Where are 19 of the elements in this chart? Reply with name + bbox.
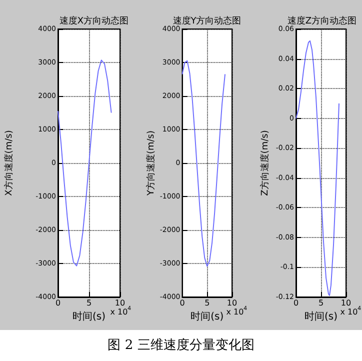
line-series bbox=[296, 40, 340, 296]
x-tick-label: 10 bbox=[340, 298, 352, 308]
chart-title: 速度X方向动态图 bbox=[59, 16, 129, 26]
x-tick-label: 5 bbox=[86, 298, 92, 308]
y-axis-title: Z方向速度(m/s) bbox=[260, 130, 271, 196]
chart-title: 速度Z方向动态图 bbox=[287, 16, 357, 26]
line-series bbox=[58, 60, 112, 266]
y-axis-title: Y方向速度(m/s) bbox=[146, 130, 156, 197]
x-tick-label: 10 bbox=[114, 298, 126, 308]
line-series bbox=[182, 60, 226, 267]
x-tick-label: 10 bbox=[226, 298, 238, 308]
x-tick-label: 5 bbox=[204, 298, 210, 308]
x-axis-title: 时间(s) bbox=[190, 310, 224, 322]
caption: 图 2 三维速度分量变化图 bbox=[106, 337, 256, 354]
x-axis-title: 时间(s) bbox=[72, 310, 106, 322]
chart-title: 速度Y方向动态图 bbox=[172, 16, 242, 26]
x-tick-label: 5 bbox=[318, 298, 324, 308]
y-axis-title: X方向速度(m/s) bbox=[4, 130, 14, 196]
x-axis-title: 时间(s) bbox=[304, 310, 338, 322]
